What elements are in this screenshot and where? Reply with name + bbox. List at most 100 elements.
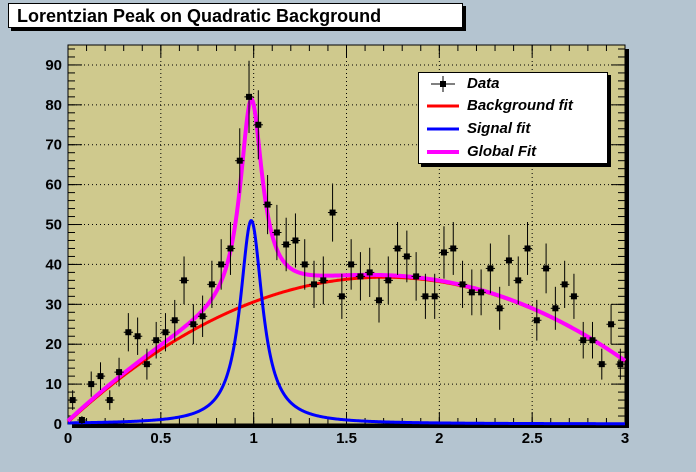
- data-marker: [348, 261, 355, 268]
- data-point: [68, 390, 78, 410]
- y-tick-label: 40: [45, 256, 62, 273]
- signal-fit-curve: [67, 219, 626, 426]
- data-point: [495, 286, 505, 330]
- y-tick-label: 50: [45, 217, 62, 234]
- data-marker: [598, 361, 605, 368]
- data-marker: [375, 297, 382, 304]
- data-point: [300, 239, 310, 290]
- data-marker: [552, 305, 559, 312]
- data-point: [253, 90, 263, 160]
- data-point: [457, 260, 468, 308]
- data-marker: [468, 289, 475, 296]
- data-marker: [440, 249, 447, 256]
- data-point: [448, 221, 458, 275]
- data-point: [346, 239, 356, 290]
- data-point: [504, 234, 514, 286]
- data-marker: [236, 157, 243, 164]
- data-marker: [487, 265, 494, 272]
- y-tick-label: 0: [54, 416, 62, 433]
- data-point: [411, 252, 421, 301]
- x-tick-label: 0.5: [150, 430, 171, 447]
- data-point: [578, 321, 588, 359]
- data-point: [383, 256, 393, 305]
- data-marker: [580, 337, 587, 344]
- blue-line-icon: [427, 127, 459, 131]
- data-marker: [561, 281, 568, 288]
- data-marker: [69, 397, 76, 404]
- data-marker: [283, 241, 290, 248]
- data-point: [541, 243, 551, 294]
- data-marker: [413, 273, 420, 280]
- data-point: [374, 278, 384, 323]
- data-marker: [459, 281, 466, 288]
- data-point: [337, 273, 347, 319]
- data-marker: [431, 293, 438, 300]
- data-point: [606, 304, 616, 345]
- data-point: [272, 204, 282, 261]
- data-point: [550, 286, 561, 330]
- data-marker: [478, 289, 485, 296]
- legend-item-signal-fit: Signal fit: [419, 118, 609, 140]
- x-tick-label: 1.5: [336, 430, 357, 447]
- axes: [67, 45, 626, 425]
- data-point: [522, 221, 533, 275]
- data-point: [392, 221, 403, 275]
- data-point: [188, 304, 198, 345]
- data-marker: [394, 245, 401, 252]
- y-tick-label: 10: [45, 376, 62, 393]
- data-point: [281, 217, 291, 272]
- data-point: [114, 357, 124, 387]
- data-point: [142, 348, 152, 380]
- data-point: [365, 247, 375, 297]
- data-point: [244, 60, 254, 133]
- data-marker: [589, 337, 596, 344]
- data-point: [439, 226, 449, 279]
- data-point: [262, 174, 273, 235]
- data-point: [179, 256, 189, 305]
- data-point: [597, 348, 607, 380]
- data-point: [95, 362, 106, 390]
- data-marker: [190, 321, 197, 328]
- legend-label-background-fit: Background fit: [467, 97, 573, 114]
- data-marker: [199, 313, 206, 320]
- data-marker: [608, 321, 615, 328]
- data-marker: [422, 293, 429, 300]
- data-points: [68, 60, 625, 424]
- data-point: [615, 348, 625, 380]
- data-point: [86, 371, 96, 397]
- data-point: [587, 321, 598, 359]
- data-marker: [515, 277, 522, 284]
- data-point: [402, 230, 412, 283]
- y-tick-label: 20: [45, 336, 62, 353]
- data-marker: [403, 253, 410, 260]
- chart-title-box: Lorentzian Peak on Quadratic Background: [8, 3, 463, 28]
- data-point: [318, 256, 328, 305]
- data-marker: [543, 265, 550, 272]
- x-tick-label: 2.5: [522, 430, 543, 447]
- global-fit-line: [66, 97, 627, 423]
- magenta-line-icon: [427, 150, 459, 154]
- data-marker: [227, 245, 234, 252]
- data-marker: [329, 209, 336, 216]
- data-marker: [505, 257, 512, 264]
- legend-item-global-fit: Global Fit: [419, 141, 609, 163]
- data-point: [105, 390, 115, 410]
- data-marker: [181, 277, 188, 284]
- data-marker: [524, 245, 531, 252]
- data-marker: [273, 229, 280, 236]
- data-marker: [78, 417, 85, 424]
- y-tick-label: 80: [45, 97, 62, 114]
- data-point: [132, 317, 143, 355]
- data-marker: [162, 329, 169, 336]
- legend-item-data: Data: [419, 73, 609, 95]
- x-tick-label: 3: [621, 430, 629, 447]
- data-point: [216, 239, 226, 290]
- data-point: [420, 273, 431, 319]
- data-marker: [153, 337, 160, 344]
- data-point: [290, 213, 301, 268]
- data-point: [513, 256, 523, 305]
- x-tick-label: 2: [435, 430, 443, 447]
- data-marker: [533, 317, 540, 324]
- legend-label-data: Data: [467, 75, 500, 92]
